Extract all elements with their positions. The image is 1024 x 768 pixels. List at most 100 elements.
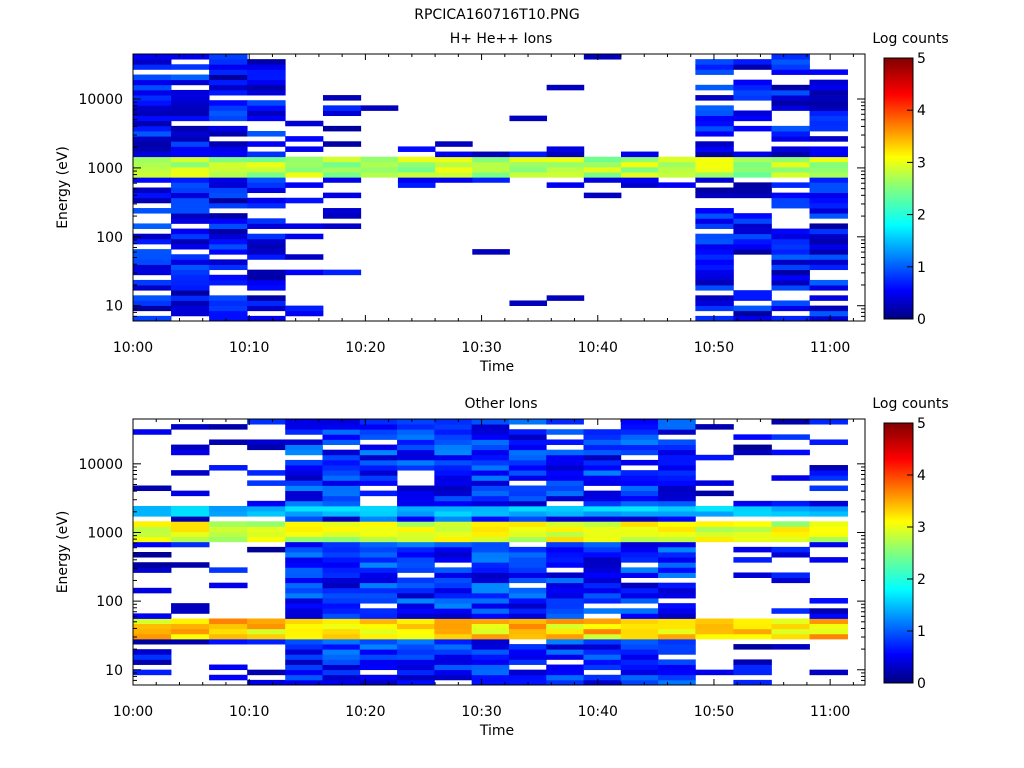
spectrogram-cell — [171, 470, 210, 476]
x-tick-label: 10:20 — [345, 704, 385, 720]
spectrogram-cell — [397, 444, 435, 451]
spectrogram-cell — [771, 202, 810, 209]
spectrogram-cell — [435, 151, 473, 158]
spectrogram-cell — [658, 182, 696, 188]
colorbar-tick-label: 2 — [917, 208, 926, 224]
spectrogram-cell — [583, 465, 622, 471]
spectrogram-cell — [434, 638, 473, 645]
spectrogram-cell — [397, 664, 435, 671]
spectrogram-cell — [285, 603, 323, 609]
spectrogram-cell — [209, 618, 248, 625]
spectrogram-cell — [247, 285, 286, 291]
spectrogram-cell — [322, 608, 361, 614]
spectrogram-cell — [583, 577, 622, 584]
spectrogram-cell — [733, 557, 772, 563]
spectrogram-cell — [508, 546, 547, 553]
spectrogram-cell — [359, 505, 398, 512]
spectrogram-cell — [247, 500, 286, 507]
spectrogram-cell — [247, 315, 286, 322]
spectrogram-cell — [771, 536, 810, 543]
spectrogram-cell — [171, 182, 210, 188]
spectrogram-cell — [620, 490, 659, 497]
spectrogram-cell — [285, 638, 323, 645]
spectrogram-cell — [658, 669, 696, 676]
spectrogram-cell — [359, 490, 398, 497]
spectrogram-cell — [397, 500, 435, 507]
spectrogram-cell — [434, 449, 473, 456]
spectrogram-cell — [620, 557, 659, 563]
spectrogram-cell — [620, 613, 659, 619]
spectrogram-cell — [508, 511, 547, 517]
spectrogram-cell — [621, 182, 659, 188]
spectrogram-cell — [733, 526, 772, 532]
spectrogram-cell — [434, 454, 473, 461]
spectrogram-cell — [771, 105, 810, 111]
spectrogram-cell — [171, 521, 210, 527]
spectrogram-cell — [247, 182, 286, 188]
colorbar-tick-label: 4 — [917, 468, 926, 484]
spectrogram-cell — [322, 546, 361, 553]
spectrogram-cell — [771, 475, 810, 481]
spectrogram-cell — [658, 521, 696, 527]
spectrogram-cell — [546, 669, 584, 676]
spectrogram-cell — [583, 587, 622, 594]
spectrogram-cell — [546, 654, 584, 660]
spectrogram-cell — [209, 84, 248, 91]
spectrogram-cell — [359, 516, 398, 522]
spectrogram-cell — [322, 638, 361, 645]
spectrogram-cell — [472, 161, 510, 168]
spectrogram-cell — [285, 419, 323, 425]
spectrogram-cell — [171, 290, 210, 296]
spectrogram-cell — [508, 434, 547, 440]
spectrogram-cell — [397, 177, 436, 183]
spectrogram-cell — [809, 197, 848, 204]
spectrogram-cell — [322, 485, 361, 492]
spectrogram-cell — [508, 562, 547, 568]
spectrogram-cell — [658, 587, 696, 594]
spectrogram-cell — [322, 505, 361, 512]
spectrogram-cell — [133, 105, 172, 111]
spectrogram-cell — [322, 424, 361, 430]
spectrogram-cell — [435, 156, 473, 163]
spectrogram-cell — [285, 557, 323, 563]
spectrogram-cell — [171, 603, 210, 609]
spectrogram-cell — [509, 156, 548, 163]
spectrogram-cell — [171, 54, 210, 60]
spectrogram-cell — [322, 500, 361, 507]
spectrogram-cell — [809, 439, 848, 445]
spectrogram-cell — [247, 305, 286, 312]
spectrogram-cell — [434, 459, 473, 466]
spectrogram-cell — [247, 531, 286, 538]
spectrogram-cell — [133, 151, 172, 158]
spectrogram-cell — [620, 582, 659, 589]
spectrogram-cell — [171, 100, 210, 106]
spectrogram-cell — [809, 254, 848, 260]
spectrogram-cell — [471, 557, 510, 563]
spectrogram-cell — [209, 125, 248, 132]
spectrogram-cell — [620, 654, 659, 660]
spectrogram-cell — [133, 295, 172, 301]
spectrogram-cell — [733, 243, 772, 250]
spectrogram-cell — [133, 84, 172, 91]
spectrogram-cell — [546, 521, 584, 527]
spectrogram-cell — [620, 644, 659, 650]
spectrogram-cell — [771, 264, 810, 271]
spectrogram-cell — [583, 644, 622, 650]
spectrogram-cell — [209, 310, 248, 317]
spectrogram-cell — [809, 511, 848, 517]
spectrogram-cell — [733, 444, 772, 451]
spectrogram-cell — [621, 166, 659, 173]
spectrogram-cell — [209, 465, 248, 471]
spectrogram-cell — [285, 305, 324, 312]
spectrogram-cell — [471, 613, 510, 619]
spectrogram-cell — [133, 485, 172, 492]
spectrogram-cell — [171, 274, 210, 281]
spectrogram-cell — [133, 146, 172, 152]
spectrogram-cell — [733, 79, 772, 86]
spectrogram-cell — [620, 475, 659, 481]
spectrogram-cell — [322, 659, 361, 665]
spectrogram-cell — [658, 623, 696, 630]
spectrogram-cell — [771, 156, 810, 163]
spectrogram-cell — [397, 166, 436, 173]
spectrogram-cell — [771, 644, 810, 650]
